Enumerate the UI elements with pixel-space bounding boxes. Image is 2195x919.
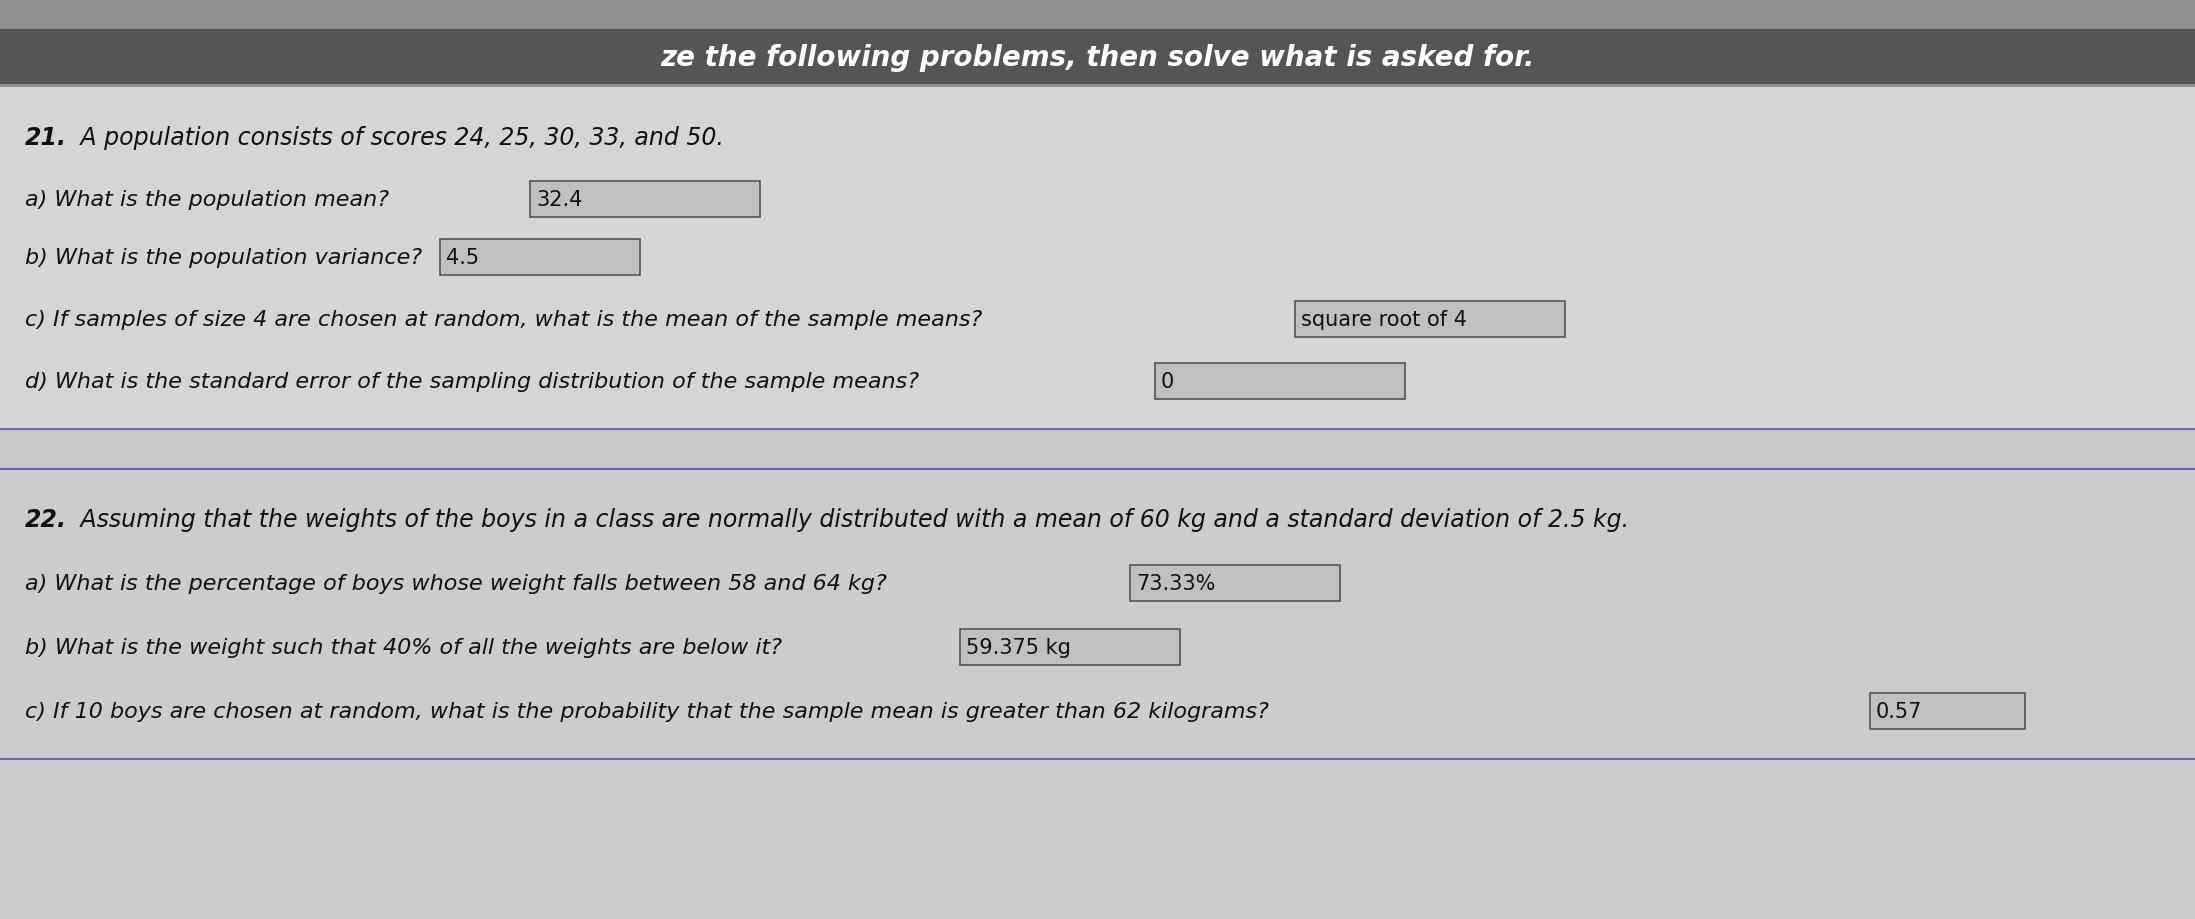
Text: b) What is the population variance?: b) What is the population variance?	[24, 248, 421, 267]
Text: a) What is the percentage of boys whose weight falls between 58 and 64 kg?: a) What is the percentage of boys whose …	[24, 573, 887, 594]
Text: 4.5: 4.5	[446, 248, 479, 267]
Text: ze the following problems, then solve what is asked for.: ze the following problems, then solve wh…	[661, 43, 1534, 72]
FancyBboxPatch shape	[959, 630, 1181, 665]
Text: a) What is the population mean?: a) What is the population mean?	[24, 190, 389, 210]
FancyBboxPatch shape	[1870, 693, 2026, 729]
Text: c) If 10 boys are chosen at random, what is the probability that the sample mean: c) If 10 boys are chosen at random, what…	[24, 701, 1269, 721]
Text: 22.: 22.	[24, 507, 68, 531]
FancyBboxPatch shape	[1130, 565, 1339, 601]
Text: 59.375 kg: 59.375 kg	[966, 637, 1071, 657]
FancyBboxPatch shape	[1155, 364, 1405, 400]
Text: d) What is the standard error of the sampling distribution of the sample means?: d) What is the standard error of the sam…	[24, 371, 920, 391]
Text: Assuming that the weights of the boys in a class are normally distributed with a: Assuming that the weights of the boys in…	[72, 507, 1629, 531]
Text: 73.33%: 73.33%	[1137, 573, 1216, 594]
Text: 0: 0	[1161, 371, 1174, 391]
Text: 0.57: 0.57	[1877, 701, 1923, 721]
Text: square root of 4: square root of 4	[1302, 310, 1466, 330]
FancyBboxPatch shape	[1295, 301, 1565, 337]
Text: 21.: 21.	[24, 126, 68, 150]
Text: 32.4: 32.4	[536, 190, 582, 210]
Text: c) If samples of size 4 are chosen at random, what is the mean of the sample mea: c) If samples of size 4 are chosen at ra…	[24, 310, 981, 330]
Bar	[0, 30, 2195, 85]
FancyBboxPatch shape	[439, 240, 641, 276]
Text: b) What is the weight such that 40% of all the weights are below it?: b) What is the weight such that 40% of a…	[24, 637, 781, 657]
Text: A population consists of scores 24, 25, 30, 33, and 50.: A population consists of scores 24, 25, …	[72, 126, 724, 150]
Bar	[0, 0, 2195, 90]
Bar	[0, 88, 2195, 429]
FancyBboxPatch shape	[529, 182, 759, 218]
Bar	[0, 470, 2195, 919]
